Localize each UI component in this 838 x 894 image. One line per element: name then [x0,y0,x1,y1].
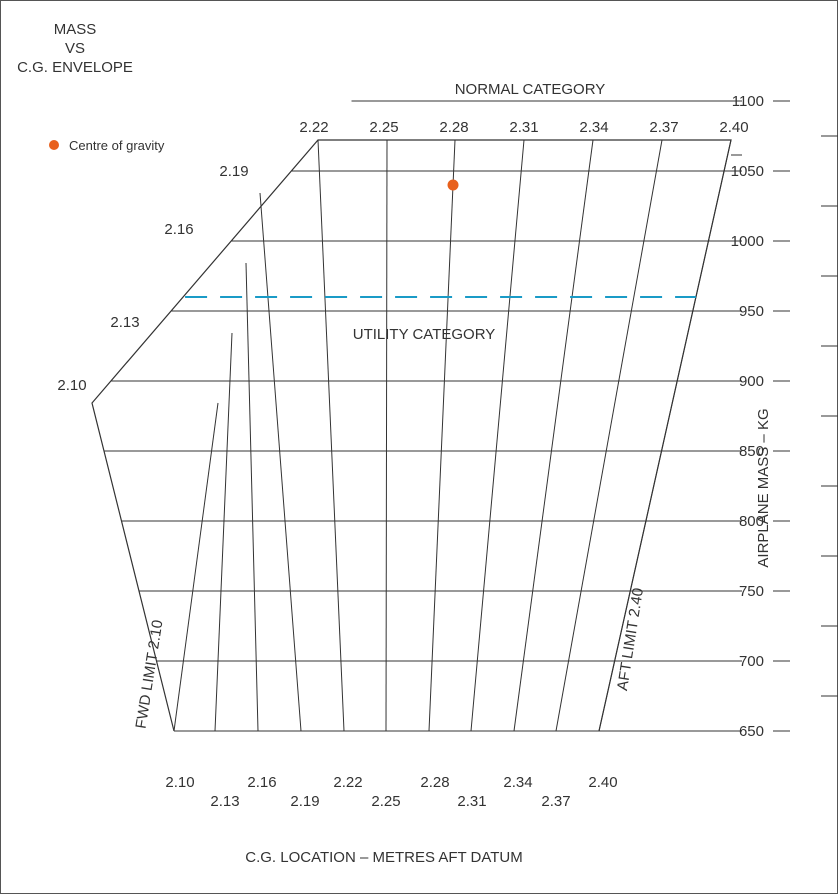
y-tick-label-650: 650 [739,723,764,740]
y-tick-label-1100: 1100 [732,93,764,110]
legend-label: Centre of gravity [69,138,165,153]
x-axis-label: C.G. LOCATION – METRES AFT DATUM [245,849,523,866]
normal-category-label: NORMAL CATEGORY [455,81,606,98]
utility-category-label: UTILITY CATEGORY [353,326,496,343]
cg-tick-labels: 2.22 2.25 2.28 2.31 2.34 2.37 2.40 2.19 2.16 2.13… [57,119,748,810]
bottom-tick-label-2.28: 2.28 [420,774,449,791]
bottom-tick-label-2.31: 2.31 [457,793,486,810]
top-tick-label-2.25: 2.25 [369,119,398,136]
left-tick-label-2.16: 2.16 [164,221,193,238]
legend-marker [49,140,59,150]
cg-line-2.13 [214,332,233,732]
bottom-tick-label-2.22: 2.22 [333,774,362,791]
cg-lines [173,139,732,732]
bottom-tick-label-2.13: 2.13 [210,793,239,810]
cg-line-2.25 [385,139,388,732]
bottom-tick-label-2.25: 2.25 [371,793,400,810]
bottom-tick-label-2.40: 2.40 [588,774,617,791]
y-tick-label-800: 800 [739,513,764,530]
cg-points [447,179,459,191]
cg-point-0 [447,179,459,191]
bottom-tick-label-2.19: 2.19 [290,793,319,810]
chart-labels: NORMAL CATEGORY UTILITY CATEGORY C.G. LO… [49,81,772,866]
y-tick-label-950: 950 [739,303,764,320]
mass-axis: 650 700 750 800 850 900 950 1000 1050 1100 [731,93,838,740]
y-tick-label-850: 850 [739,443,764,460]
bottom-tick-label-2.10: 2.10 [165,774,194,791]
y-tick-label-700: 700 [739,653,764,670]
chart-title: MASS VS C.G. ENVELOPE [0,20,150,77]
top-tick-label-2.28: 2.28 [439,119,468,136]
left-tick-label-2.13: 2.13 [110,314,139,331]
top-tick-label-2.31: 2.31 [509,119,538,136]
bottom-tick-label-2.34: 2.34 [503,774,532,791]
cg-line-2.19 [259,192,302,732]
cg-line-2.22 [317,139,345,732]
cg-line-2.31 [470,139,525,732]
mass-gridlines [104,100,742,732]
y-axis-label: AIRPLANE MASS – KG [755,408,772,567]
top-tick-label-2.37: 2.37 [649,119,678,136]
top-tick-label-2.22: 2.22 [299,119,328,136]
y-tick-label-1050: 1050 [731,163,764,180]
top-tick-label-2.40: 2.40 [719,119,748,136]
y-tick-label-1000: 1000 [731,233,764,250]
y-tick-label-900: 900 [739,373,764,390]
title-line-1: MASS [53,21,97,38]
cg-line-2.34 [513,139,594,732]
cg-line-2.10 [173,402,219,732]
title-line-3: C.G. ENVELOPE [17,59,133,76]
bottom-tick-label-2.16: 2.16 [247,774,276,791]
top-tick-label-2.34: 2.34 [579,119,608,136]
left-tick-label-2.10: 2.10 [57,377,86,394]
cg-line-2.28 [428,139,456,732]
bottom-tick-label-2.37: 2.37 [541,793,570,810]
envelope-boundary [91,139,732,732]
cg-line-2.37 [555,139,663,732]
envelope-outline [91,139,742,732]
title-line-2: VS [64,40,85,57]
fwd-limit-label: FWD LIMIT 2.10 [133,619,167,730]
cg-line-2.16 [245,262,259,732]
y-tick-label-750: 750 [739,583,764,600]
left-tick-label-2.19: 2.19 [219,163,248,180]
